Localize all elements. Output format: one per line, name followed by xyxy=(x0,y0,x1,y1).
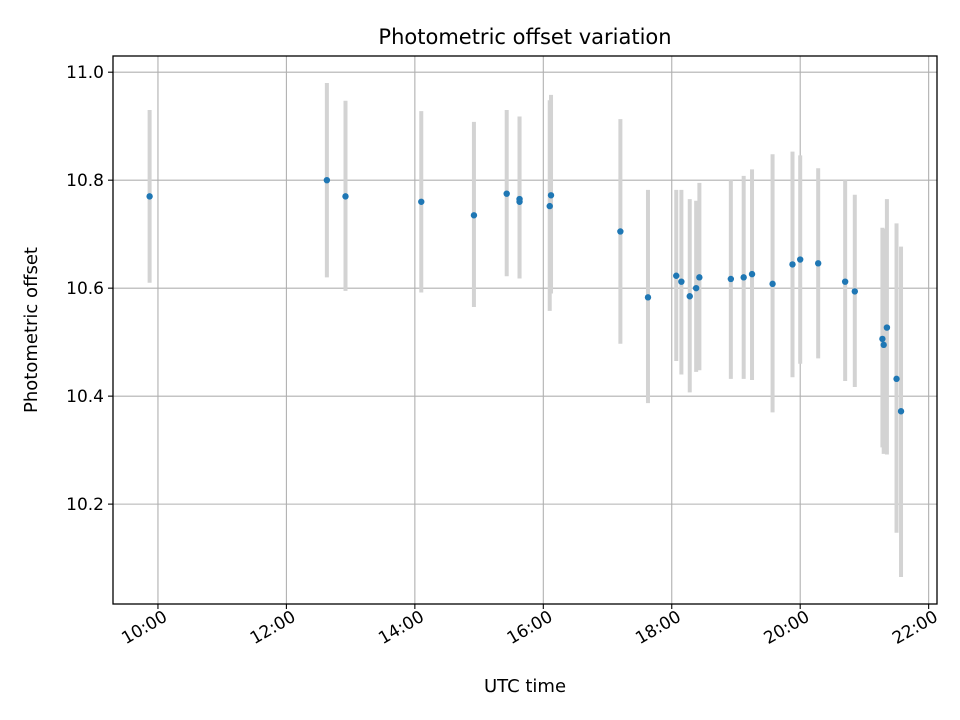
data-point xyxy=(893,375,900,383)
data-point xyxy=(769,280,776,288)
data-point xyxy=(546,202,553,210)
data-point xyxy=(727,275,735,283)
data-point xyxy=(748,270,756,278)
data-point xyxy=(686,293,693,300)
y-tick-label: 10.8 xyxy=(66,171,104,191)
y-tick-label: 10.4 xyxy=(66,387,104,407)
data-point xyxy=(644,294,652,301)
data-point xyxy=(880,341,887,349)
plot-frame xyxy=(112,55,938,605)
y-tick-label: 10.6 xyxy=(66,279,104,299)
y-axis-label: Photometric offset xyxy=(21,247,42,413)
data-point xyxy=(617,228,624,235)
y-tick-label: 10.2 xyxy=(66,495,104,515)
y-axis-ticks: 10.2 10.4 10.6 10.8 11.0 xyxy=(66,63,113,515)
data-point xyxy=(851,288,858,295)
data-point xyxy=(797,256,804,263)
data-point xyxy=(897,408,905,415)
data-point xyxy=(740,274,747,281)
data-point xyxy=(814,260,822,267)
data-point xyxy=(879,335,886,343)
data-point xyxy=(696,274,703,281)
data-point xyxy=(342,193,349,200)
data-points xyxy=(146,176,905,415)
data-point xyxy=(789,261,796,268)
data-point xyxy=(146,193,153,200)
chart-title: Photometric offset variation xyxy=(378,25,671,49)
data-point xyxy=(503,190,510,197)
data-point xyxy=(470,212,478,219)
data-point xyxy=(883,324,891,331)
x-axis-label: UTC time xyxy=(484,676,566,697)
data-point xyxy=(323,176,331,184)
data-point xyxy=(418,198,425,205)
data-point xyxy=(678,278,685,285)
data-point xyxy=(841,278,849,285)
y-tick-label: 11.0 xyxy=(66,63,104,83)
data-point xyxy=(516,198,523,205)
data-point xyxy=(547,192,555,199)
data-point xyxy=(692,284,700,292)
data-point xyxy=(673,272,680,279)
